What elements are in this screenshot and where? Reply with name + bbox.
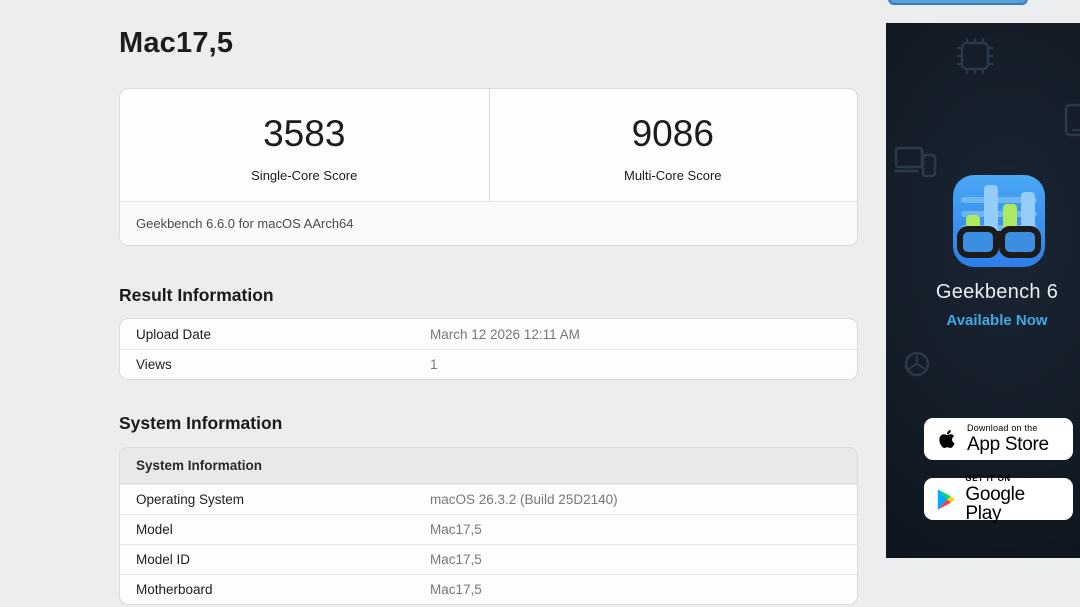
row-value: 1	[430, 357, 438, 372]
row-label: Operating System	[136, 492, 245, 507]
single-core-score: 3583 Single-Core Score	[120, 89, 489, 201]
row-label: Model ID	[136, 552, 191, 567]
table-row-operating-system: Operating System macOS 26.3.2 (Build 25D…	[120, 484, 857, 514]
row-label: Model	[136, 522, 173, 537]
score-card: 3583 Single-Core Score 9086 Multi-Core S…	[119, 88, 858, 246]
page-title: Mac17,5	[119, 27, 234, 59]
phone-icon	[1064, 103, 1080, 137]
multi-core-value: 9086	[631, 113, 714, 154]
table-row-model: Model Mac17,5	[120, 514, 857, 544]
row-label: Motherboard	[136, 582, 213, 597]
geekbench-6-ad-banner[interactable]: Geekbench 6 Available Now Download on th…	[886, 23, 1080, 558]
row-value: Mac17,5	[430, 582, 482, 597]
single-core-label: Single-Core Score	[251, 168, 358, 183]
multi-core-score: 9086 Multi-Core Score	[489, 89, 858, 201]
devices-icon	[894, 146, 937, 178]
row-value: Mac17,5	[430, 522, 482, 537]
system-information-heading: System Information	[119, 413, 283, 433]
ad-availability-text: Available Now	[946, 312, 1048, 329]
row-label: Views	[136, 357, 172, 372]
app-store-label: App Store	[967, 434, 1049, 455]
row-value: March 12 2026 12:11 AM	[430, 326, 580, 342]
fan-icon	[904, 351, 930, 377]
table-row-motherboard: Motherboard Mac17,5	[120, 574, 857, 604]
result-information-table: Upload Date March 12 2026 12:11 AM Views…	[119, 318, 858, 380]
google-play-icon	[937, 488, 955, 510]
chip-icon	[957, 38, 993, 74]
row-value: Mac17,5	[430, 552, 482, 567]
row-label: Upload Date	[136, 326, 212, 342]
multi-core-label: Multi-Core Score	[623, 168, 722, 183]
google-play-tagline: GET IT ON	[965, 474, 1011, 483]
geekbench-app-icon	[953, 175, 1045, 267]
row-value: macOS 26.3.2 (Build 25D2140)	[430, 492, 618, 507]
app-store-badge[interactable]: Download on the App Store	[924, 418, 1073, 460]
apple-icon	[939, 430, 955, 449]
single-core-value: 3583	[263, 113, 346, 154]
table-row-upload-date: Upload Date March 12 2026 12:11 AM	[120, 319, 857, 349]
table-row-model-id: Model ID Mac17,5	[120, 544, 857, 574]
partial-blue-button[interactable]	[888, 0, 1028, 5]
app-store-tagline: Download on the	[967, 423, 1038, 433]
google-play-label: Google Play	[965, 484, 1025, 524]
system-information-table: System Information Operating System macO…	[119, 447, 858, 605]
system-information-table-header: System Information	[120, 448, 857, 484]
ad-app-name: Geekbench 6	[935, 281, 1059, 303]
table-row-views: Views 1	[120, 349, 857, 379]
benchmark-version-note: Geekbench 6.6.0 for macOS AArch64	[120, 201, 857, 245]
score-row: 3583 Single-Core Score 9086 Multi-Core S…	[120, 89, 857, 201]
result-information-heading: Result Information	[119, 285, 274, 305]
score-divider	[488, 89, 490, 201]
google-play-badge[interactable]: GET IT ON Google Play	[924, 474, 1073, 524]
